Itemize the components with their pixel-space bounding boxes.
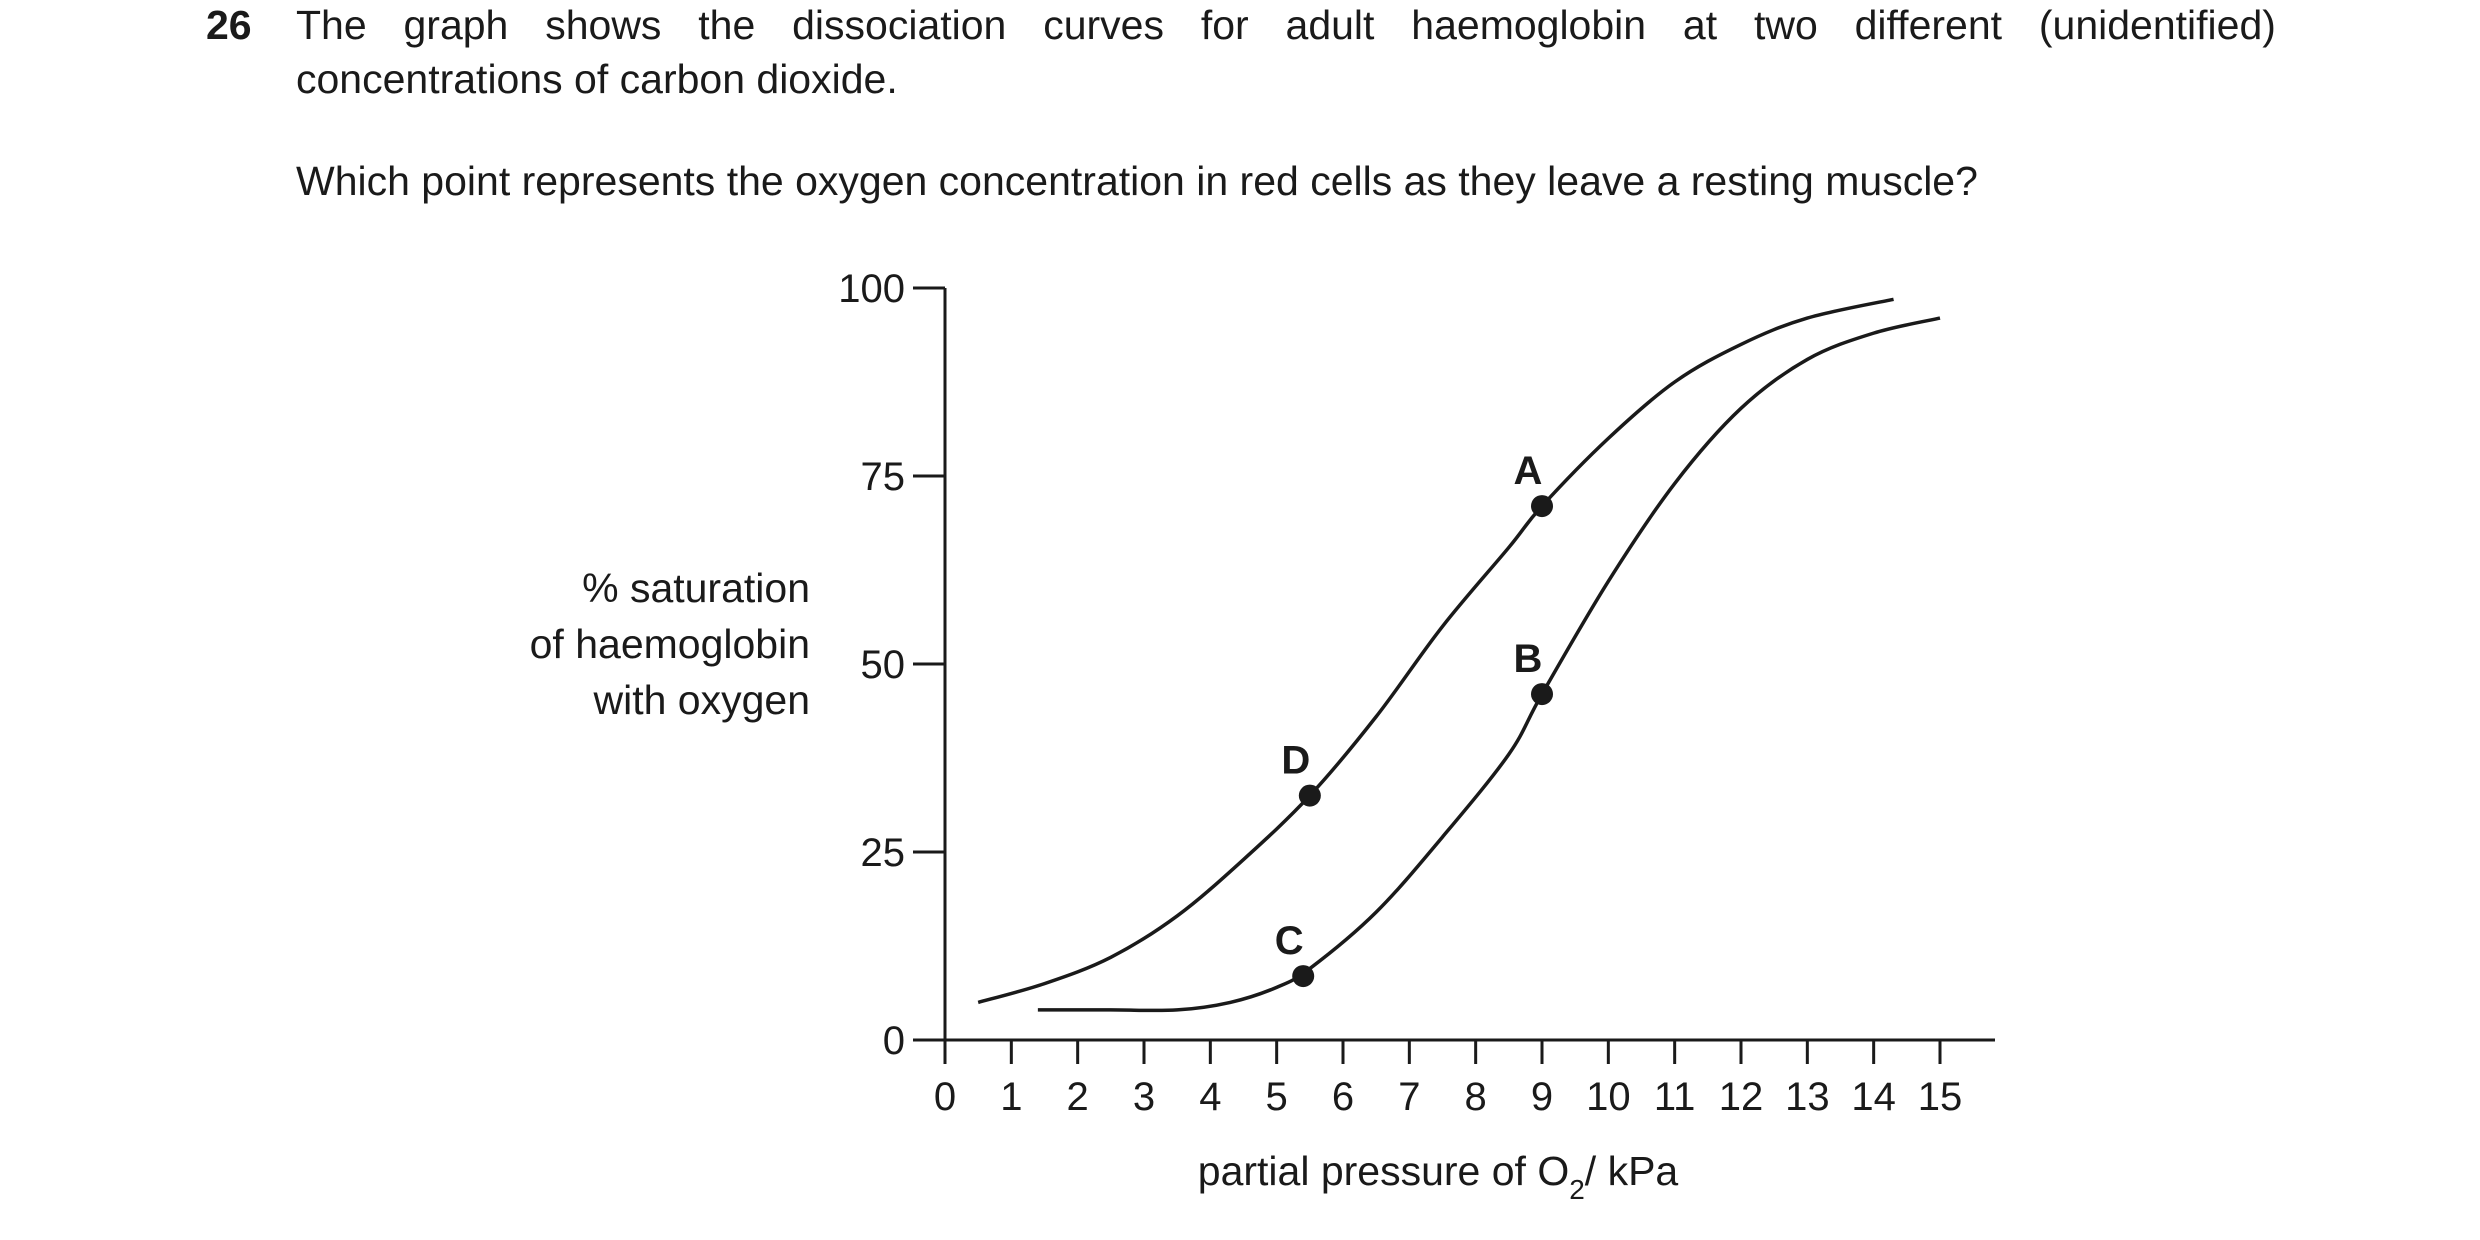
question-word: shows (545, 2, 662, 48)
x-tick-label: 5 (1266, 1075, 1288, 1119)
curve-2 (1037, 316, 1941, 1013)
x-axis-label-main: partial pressure of O (1198, 1148, 1569, 1194)
question-word: haemoglobin (1411, 2, 1647, 48)
x-tick-label: 1 (1000, 1075, 1022, 1119)
point-c-marker (1292, 965, 1315, 988)
question-word: for (1200, 2, 1249, 48)
x-tick-label: 14 (1851, 1075, 1896, 1119)
question-number: 26 (206, 2, 252, 48)
point-c-label: C (1275, 919, 1304, 963)
data-points: A B C D (1275, 449, 1553, 988)
point-b-marker (1531, 683, 1553, 706)
x-tick-label: 15 (1918, 1075, 1963, 1119)
y-axis-label-line-1: % saturation (582, 565, 810, 611)
question-word: adult (1285, 2, 1375, 48)
question-text-line-2: concentrations of carbon dioxide. (296, 56, 898, 102)
question-word: dissociation (792, 2, 1007, 48)
y-tick-label: 100 (838, 267, 905, 311)
question-word: at (1682, 2, 1718, 48)
x-tick-label: 10 (1586, 1075, 1631, 1119)
y-tick-label: 75 (861, 455, 906, 499)
curve-1 (977, 297, 1894, 1005)
question-word: two (1753, 2, 1818, 48)
curves (977, 297, 1941, 1013)
x-tick-label: 4 (1199, 1075, 1221, 1119)
x-axis-label-subscript: 2 (1569, 1174, 1585, 1205)
y-tick-label: 25 (861, 831, 906, 875)
y-axis-label: % saturation of haemoglobin with oxygen (530, 560, 810, 728)
point-d-label: D (1281, 739, 1310, 783)
question-word: The (296, 2, 367, 48)
x-tick-label: 2 (1067, 1075, 1089, 1119)
x-tick-label: 9 (1531, 1075, 1553, 1119)
x-tick-label: 13 (1785, 1075, 1830, 1119)
y-tick-label: 50 (861, 643, 906, 687)
question-prompt: Which point represents the oxygen concen… (296, 158, 1978, 204)
question-text-line-1: The graph shows the dissociation curves for adu… (296, 2, 2276, 49)
question-word: (unidentified) (2038, 2, 2276, 48)
question-word: graph (403, 2, 509, 48)
x-tick-label: 6 (1332, 1075, 1354, 1119)
y-axis-label-line-3: with oxygen (593, 677, 810, 723)
x-tick-label: 7 (1398, 1075, 1420, 1119)
question-word: the (698, 2, 756, 48)
point-d-marker (1298, 784, 1321, 807)
question-word: curves (1043, 2, 1164, 48)
x-tick-label: 0 (934, 1075, 956, 1119)
question-word: different (1854, 2, 2003, 48)
x-tick-label: 12 (1719, 1075, 1764, 1119)
point-b-label: B (1514, 637, 1543, 681)
point-a-label: A (1514, 449, 1543, 493)
x-tick-label: 3 (1133, 1075, 1155, 1119)
y-axis-label-line-2: of haemoglobin (529, 621, 810, 667)
point-a-marker (1531, 495, 1553, 518)
x-axis-label-unit: / kPa (1585, 1148, 1679, 1194)
y-tick-label: 0 (883, 1019, 905, 1063)
x-axis-label: partial pressure of O2/ kPa (1198, 1148, 1679, 1205)
x-tick-label: 11 (1654, 1075, 1696, 1119)
x-tick-label: 8 (1465, 1075, 1487, 1119)
